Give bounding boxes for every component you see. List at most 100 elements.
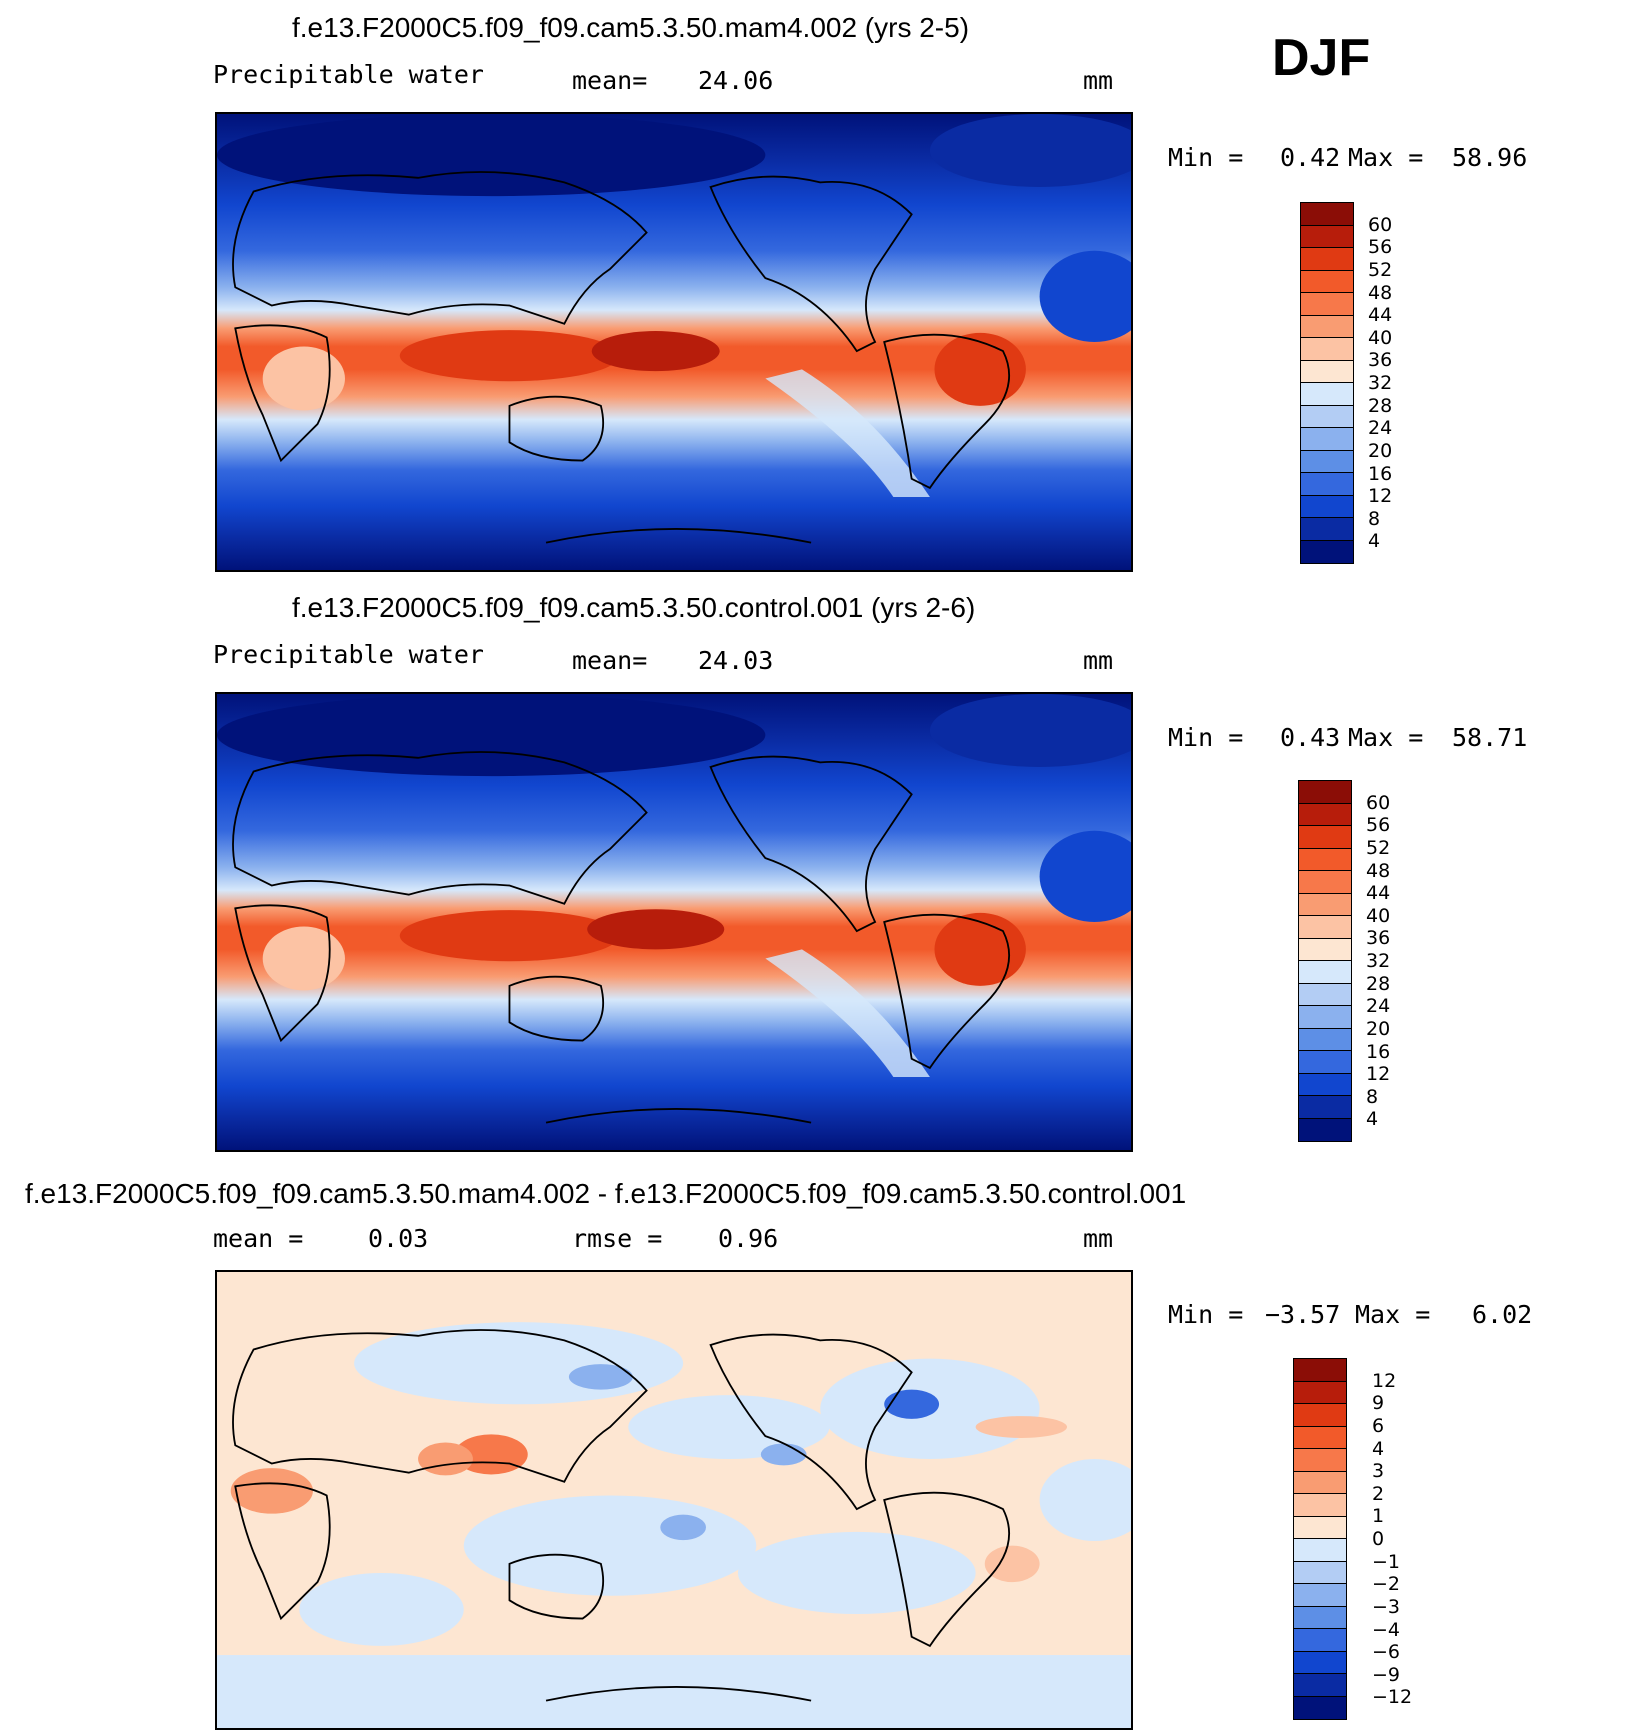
colorbar-tick-label: 4 [1372, 1437, 1385, 1460]
colorbar-segment [1294, 1471, 1346, 1494]
colorbar-segment [1301, 225, 1353, 248]
panel-2-map [215, 692, 1133, 1152]
colorbar-tick-label: 0 [1372, 1528, 1385, 1550]
colorbar-segment [1294, 1494, 1346, 1517]
colorbar-tick-label: −6 [1372, 1641, 1401, 1664]
panel-1-colorbar [1300, 202, 1354, 564]
colorbar-segment [1294, 1696, 1346, 1719]
colorbar-tick-label: 24 [1366, 995, 1391, 1018]
colorbar-segment [1301, 360, 1353, 383]
panel-3-min-label: Min = [1168, 1300, 1244, 1329]
panel-1-mean-label: mean= [572, 66, 648, 95]
colorbar-tick-label: 4 [1368, 530, 1381, 553]
colorbar-segment [1294, 1629, 1346, 1652]
panel-3-min-value: −3.57 [1265, 1300, 1341, 1329]
colorbar-segment [1301, 315, 1353, 338]
colorbar-tick-label: 32 [1366, 950, 1391, 972]
colorbar-segment [1299, 826, 1351, 849]
season-label: DJF [1272, 29, 1371, 87]
colorbar-segment [1294, 1359, 1346, 1382]
colorbar-segment [1299, 1118, 1351, 1141]
colorbar-segment [1299, 916, 1351, 939]
colorbar-segment [1301, 293, 1353, 316]
colorbar-tick-label: 44 [1368, 304, 1393, 327]
colorbar-tick-label: 48 [1366, 859, 1391, 882]
panel-2-max-value: 58.71 [1452, 723, 1528, 752]
colorbar-tick-label: 52 [1368, 258, 1393, 281]
colorbar-segment [1294, 1539, 1346, 1562]
panel-1-variable: Precipitable water [213, 60, 484, 89]
colorbar-tick-label: 16 [1368, 462, 1393, 485]
colorbar-segment [1301, 428, 1353, 451]
colorbar-segment [1299, 781, 1351, 804]
panel-1-title: f.e13.F2000C5.f09_f09.cam5.3.50.mam4.002… [292, 12, 970, 43]
panel-1-max-label: Max = [1348, 143, 1424, 172]
colorbar-segment [1301, 495, 1353, 518]
colorbar-segment [1301, 338, 1353, 361]
colorbar-segment [1294, 1674, 1346, 1697]
colorbar-tick-label: −1 [1372, 1550, 1401, 1573]
colorbar-segment [1299, 1073, 1351, 1096]
panel-2-units: mm [1083, 646, 1114, 675]
panel-1-map [215, 112, 1133, 572]
colorbar-segment [1299, 983, 1351, 1006]
colorbar-segment [1299, 1028, 1351, 1051]
colorbar-tick-label: 16 [1366, 1040, 1391, 1063]
colorbar-segment [1294, 1606, 1346, 1629]
colorbar-tick-label: 56 [1366, 814, 1391, 837]
colorbar-segment [1299, 1096, 1351, 1119]
colorbar-tick-label: 40 [1368, 326, 1393, 349]
colorbar-segment [1294, 1426, 1346, 1449]
colorbar-tick-label: −4 [1372, 1618, 1401, 1641]
colorbar-tick-label: 48 [1368, 281, 1393, 304]
colorbar-segment [1301, 248, 1353, 271]
colorbar-tick-label: 2 [1372, 1482, 1385, 1505]
colorbar-segment [1301, 203, 1353, 226]
colorbar-tick-label: 4 [1366, 1108, 1379, 1131]
colorbar-segment [1299, 1006, 1351, 1029]
colorbar-segment [1294, 1381, 1346, 1404]
colorbar-segment [1301, 405, 1353, 428]
colorbar-tick-label: 28 [1366, 972, 1391, 995]
colorbar-segment [1294, 1449, 1346, 1472]
colorbar-tick-label: 12 [1368, 485, 1393, 508]
colorbar-segment [1299, 938, 1351, 961]
panel-2-variable: Precipitable water [213, 640, 484, 669]
colorbar-tick-label: −9 [1372, 1663, 1401, 1686]
panel-3-rmse-label: rmse = [572, 1224, 663, 1253]
colorbar-tick-label: 8 [1366, 1085, 1379, 1108]
colorbar-segment [1299, 1051, 1351, 1074]
colorbar-segment [1294, 1584, 1346, 1607]
colorbar-tick-label: 6 [1372, 1414, 1385, 1437]
colorbar-tick-label: 3 [1372, 1460, 1385, 1483]
panel-1-min-value: 0.42 [1280, 143, 1341, 172]
colorbar-tick-label: 28 [1368, 394, 1393, 417]
colorbar-segment [1301, 383, 1353, 406]
panel-2-min-label: Min = [1168, 723, 1244, 752]
panel-2-mean-value: 24.03 [698, 646, 774, 675]
colorbar-tick-label: 12 [1366, 1063, 1391, 1086]
colorbar-tick-label: 36 [1368, 349, 1393, 372]
colorbar-tick-label: 40 [1366, 904, 1391, 927]
colorbar-segment [1301, 450, 1353, 473]
panel-3-map [215, 1270, 1133, 1730]
colorbar-segment [1299, 848, 1351, 871]
panel-1-min-label: Min = [1168, 143, 1244, 172]
panel-1-units: mm [1083, 66, 1114, 95]
colorbar-segment [1294, 1561, 1346, 1584]
colorbar-tick-label: 8 [1368, 507, 1381, 530]
colorbar-segment [1299, 871, 1351, 894]
panel-2-title: f.e13.F2000C5.f09_f09.cam5.3.50.control.… [292, 592, 976, 623]
colorbar-tick-label: 52 [1366, 836, 1391, 859]
panel-3-mean-value: 0.03 [368, 1224, 429, 1253]
panel-3-max-label: Max = [1355, 1300, 1431, 1329]
panel-3-max-value: 6.02 [1472, 1300, 1533, 1329]
colorbar-segment [1301, 270, 1353, 293]
panel-3-rmse-value: 0.96 [718, 1224, 779, 1253]
panel-1-max-value: 58.96 [1452, 143, 1528, 172]
colorbar-segment [1294, 1651, 1346, 1674]
colorbar-segment [1299, 803, 1351, 826]
colorbar-tick-label: −3 [1372, 1595, 1401, 1618]
colorbar-tick-label: 1 [1372, 1505, 1385, 1528]
panel-3-colorbar [1293, 1358, 1347, 1720]
